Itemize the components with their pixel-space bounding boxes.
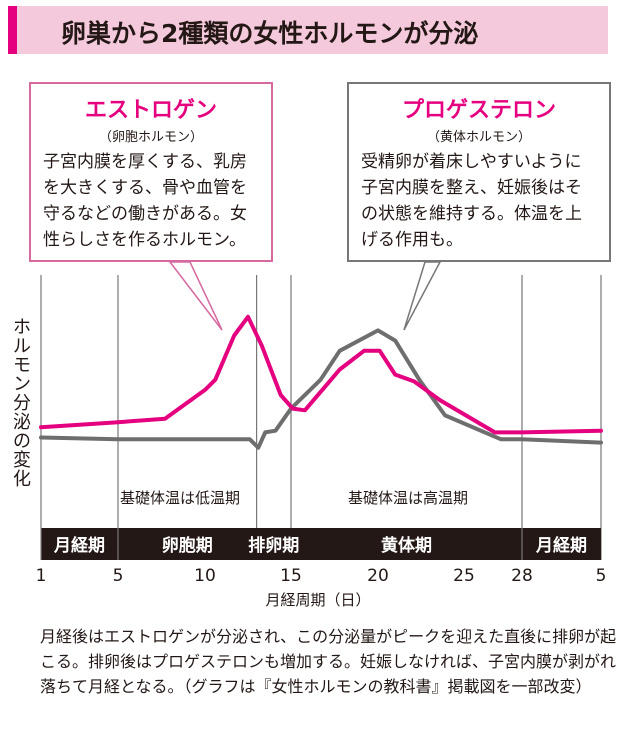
title-bar: 卵巣から2種類の女性ホルモンが分泌 bbox=[8, 6, 608, 54]
progesterone-pointer bbox=[403, 261, 442, 331]
x-tick-label: 25 bbox=[453, 566, 475, 586]
estrogen-title: エストロゲン bbox=[84, 98, 217, 123]
estrogen-pointer bbox=[168, 261, 223, 331]
progesterone-callout: プロゲステロン （黄体ホルモン） 受精卵が着床しやすいように子宮内膜を整え、妊娠… bbox=[347, 82, 611, 262]
x-tick-label: 10 bbox=[194, 566, 216, 586]
phase-label: 卵胞期 bbox=[162, 535, 213, 556]
x-tick-label: 28 bbox=[511, 566, 533, 586]
temp-high-label: 基礎体温は高温期 bbox=[348, 489, 468, 507]
estrogen-line bbox=[39, 314, 603, 435]
x-axis-title: 月経周期（日） bbox=[265, 591, 370, 609]
temp-low-label: 基礎体温は低温期 bbox=[120, 489, 240, 507]
caption: 月経後はエストロゲンが分泌され、この分泌量がピークを迎えた直後に排卵が起こる。排… bbox=[40, 627, 617, 696]
estrogen-subtitle: （卵胞ホルモン） bbox=[98, 130, 203, 145]
estrogen-callout: エストロゲン （卵胞ホルモン） 子宮内膜を厚くする、乳房を大きくする、骨や血管を… bbox=[29, 82, 273, 262]
phase-band bbox=[41, 528, 601, 560]
x-tick-label: 1 bbox=[36, 566, 47, 586]
estrogen-description: 子宮内膜を厚くする、乳房を大きくする、骨や血管を守るなどの働きがある。女性らしさ… bbox=[43, 152, 247, 250]
progesterone-subtitle: （黄体ホルモン） bbox=[426, 130, 531, 145]
progesterone-description: 受精卵が着床しやすいように子宮内膜を整え、妊娠後はその状態を維持する。体温を上げ… bbox=[361, 152, 582, 250]
x-tick-label: 5 bbox=[113, 566, 124, 586]
x-tick-label: 15 bbox=[280, 566, 302, 586]
phase-label: 黄体期 bbox=[381, 535, 432, 556]
phase-label: 月経期 bbox=[53, 535, 105, 556]
progesterone-line bbox=[39, 328, 603, 450]
x-tick-label: 5 bbox=[596, 566, 607, 586]
phase-label: 月経期 bbox=[535, 535, 587, 556]
progesterone-title: プロゲステロン bbox=[401, 98, 556, 123]
y-axis-title: ホルモン分泌の変化 bbox=[13, 317, 31, 490]
phase-label: 排卵期 bbox=[248, 535, 299, 556]
x-tick-label: 20 bbox=[367, 566, 389, 586]
title: 卵巣から2種類の女性ホルモンが分泌 bbox=[61, 19, 479, 48]
